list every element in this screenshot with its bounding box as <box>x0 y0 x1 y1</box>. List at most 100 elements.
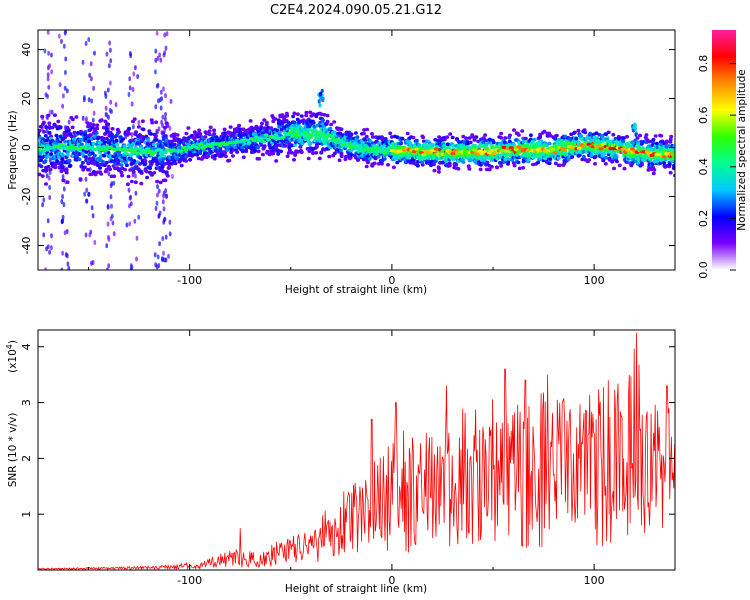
heatmap-cell <box>141 127 146 132</box>
heatmap-cell <box>44 267 47 270</box>
heatmap-cell <box>223 151 228 155</box>
heatmap-cell <box>462 140 467 144</box>
heatmap-cell <box>611 132 616 137</box>
heatmap-frame <box>37 29 676 271</box>
heatmap-cell <box>505 157 510 161</box>
heatmap-cell <box>411 135 416 140</box>
heatmap-cell <box>43 134 48 138</box>
heatmap-cell <box>62 43 66 49</box>
heatmap-cell <box>258 137 264 141</box>
heatmap-cell <box>574 136 579 141</box>
heatmap-cell <box>292 143 297 147</box>
heatmap-cell <box>349 132 354 137</box>
heatmap-cell <box>165 193 168 199</box>
heatmap-cell <box>430 144 435 148</box>
heatmap-cell <box>503 149 509 153</box>
heatmap-cell <box>363 138 368 142</box>
heatmap-cell <box>576 146 582 150</box>
heatmap-cell <box>186 126 191 130</box>
heatmap-cell <box>528 133 533 137</box>
heatmap-cell <box>634 132 638 137</box>
heatmap-cell <box>65 125 70 130</box>
heatmap-cell <box>157 126 161 132</box>
heatmap-cell <box>95 123 100 127</box>
heatmap-cell <box>557 163 562 168</box>
heatmap-cell <box>258 126 263 131</box>
heatmap-cell <box>91 141 96 146</box>
heatmap-cell <box>137 214 141 220</box>
heatmap-cell <box>364 134 369 139</box>
heatmap-cell <box>64 70 67 75</box>
heatmap-cell <box>321 97 325 103</box>
heatmap-cell <box>348 156 353 160</box>
heatmap-cell <box>264 122 269 127</box>
heatmap-y-tick-label: -20 <box>20 188 33 206</box>
heatmap-cell <box>279 149 283 154</box>
heatmap-cell <box>456 167 461 171</box>
heatmap-cell <box>91 123 96 127</box>
heatmap-cell <box>96 135 101 140</box>
heatmap-cell <box>632 125 636 130</box>
heatmap-cell <box>58 134 63 139</box>
heatmap-cell <box>59 169 64 174</box>
heatmap-cell <box>99 172 104 176</box>
heatmap-cell <box>314 144 319 149</box>
heatmap-cell <box>132 117 137 121</box>
heatmap-cell <box>46 113 51 118</box>
heatmap-cell <box>454 162 459 167</box>
heatmap-cell <box>447 163 452 168</box>
heatmap-cell <box>64 30 68 34</box>
heatmap-cell <box>45 173 49 179</box>
heatmap-cell <box>136 125 141 129</box>
heatmap-cell <box>39 164 44 169</box>
heatmap-cell <box>386 163 390 167</box>
heatmap-cell <box>48 109 52 115</box>
heatmap-cell <box>68 132 73 136</box>
heatmap-cell <box>388 131 393 136</box>
heatmap-cell <box>443 152 449 156</box>
heatmap-cell <box>238 127 242 131</box>
heatmap-y-tick-label: -40 <box>20 237 33 255</box>
heatmap-cell <box>466 164 471 168</box>
heatmap-cell <box>346 142 351 146</box>
heatmap-cell <box>358 146 364 150</box>
heatmap-cell <box>139 181 144 186</box>
heatmap-cell <box>169 98 173 104</box>
heatmap-cell <box>107 236 111 242</box>
heatmap-cell <box>126 174 131 179</box>
heatmap-cell <box>179 163 184 168</box>
heatmap-cell <box>67 119 71 125</box>
heatmap-cell <box>266 137 271 141</box>
heatmap-cell <box>372 149 378 153</box>
heatmap-cell <box>89 61 93 67</box>
heatmap-cell <box>129 267 133 270</box>
heatmap-cell <box>64 56 68 62</box>
heatmap-cell <box>579 134 584 138</box>
heatmap-cell <box>162 52 166 58</box>
heatmap-cell <box>322 126 327 131</box>
heatmap-cell <box>329 122 334 127</box>
heatmap-cell <box>164 170 169 174</box>
heatmap-cell <box>517 166 522 171</box>
heatmap-cell <box>253 149 258 153</box>
heatmap-cell <box>91 117 95 123</box>
heatmap-cell <box>61 214 65 220</box>
heatmap-cell <box>450 135 455 140</box>
heatmap-cell <box>151 142 156 147</box>
heatmap-cell <box>125 222 129 228</box>
heatmap-cell <box>106 151 111 155</box>
heatmap-cell <box>105 51 109 57</box>
heatmap-cell <box>83 132 87 137</box>
heatmap-cell <box>92 162 97 166</box>
heatmap-cell <box>502 160 507 164</box>
heatmap-cell <box>376 136 381 140</box>
heatmap-cell <box>304 113 309 118</box>
heatmap-cell <box>167 253 170 259</box>
heatmap-cell <box>64 168 69 172</box>
heatmap-cell <box>275 143 280 147</box>
heatmap-cell <box>320 118 325 123</box>
heatmap-cell <box>474 152 480 156</box>
heatmap-cell <box>128 203 131 209</box>
heatmap-cell <box>137 120 141 126</box>
